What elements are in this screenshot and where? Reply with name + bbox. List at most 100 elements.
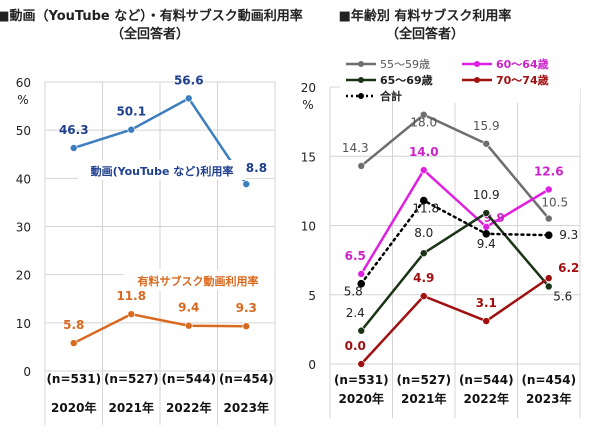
data-point (357, 270, 366, 278)
data-label: 56.6 (174, 73, 204, 87)
data-label: 11.8 (412, 202, 439, 216)
x-tick-label: 2022年 (464, 391, 509, 406)
data-point (482, 139, 491, 148)
sample-size-label: (n=454) (521, 373, 576, 387)
data-point (242, 180, 251, 188)
data-point (544, 282, 553, 291)
legend-bg (340, 55, 580, 103)
x-tick-label: 2022年 (166, 400, 211, 415)
data-label: 10.5 (541, 196, 568, 210)
series-name-label: 有料サブスク動画利用率 (138, 274, 259, 288)
data-label: 11.8 (116, 289, 146, 303)
chart-title: ■年齢別 有料サブスク利用率 (339, 8, 512, 24)
data-point (357, 279, 366, 288)
sample-size-label: (n=531) (46, 372, 101, 386)
sample-size-label: (n=454) (219, 372, 274, 386)
series-line (72, 312, 248, 345)
data-label: 2.4 (346, 306, 365, 320)
legend-label: 合計 (380, 89, 402, 103)
data-point (419, 166, 428, 174)
sample-size-label: (n=527) (396, 373, 451, 387)
data-label: 6.5 (345, 249, 366, 263)
data-point (357, 162, 366, 170)
legend-label: 60～64歳 (496, 57, 549, 71)
x-tick-label: 2021年 (109, 400, 154, 415)
data-label: 9.3 (236, 301, 257, 315)
chart-subtitle: （全回答者） (111, 26, 189, 42)
x-tick-label: 2020年 (339, 391, 384, 406)
data-point (419, 292, 428, 300)
data-label: 18.0 (410, 116, 437, 130)
data-point (419, 196, 428, 205)
data-point (544, 185, 553, 194)
data-point (482, 209, 491, 217)
y-axis-unit: % (302, 98, 313, 112)
series-line (72, 96, 248, 186)
data-label: 9.3 (559, 228, 578, 242)
data-point (419, 110, 428, 119)
x-tick-label: 2021年 (401, 391, 446, 406)
data-point (419, 249, 428, 257)
legend-marker (474, 61, 480, 67)
sample-size-label: (n=527) (104, 372, 159, 386)
data-point (544, 231, 553, 239)
series-line (360, 276, 550, 366)
series-line (360, 211, 550, 333)
data-label: 12.6 (534, 164, 564, 178)
data-point (482, 317, 491, 325)
series-name-label: 動画(YouTube など)利用率 (91, 164, 234, 178)
data-point (184, 321, 193, 330)
series-line (360, 113, 550, 220)
data-label: 5.6 (553, 289, 572, 303)
sample-size-label: (n=544) (459, 373, 514, 387)
data-point (184, 94, 193, 103)
data-point (69, 144, 78, 152)
legend-marker (474, 77, 480, 83)
data-label: 46.3 (59, 123, 89, 137)
x-tick-label: 2020年 (51, 400, 96, 415)
data-label: 10.9 (473, 188, 500, 202)
series-line (360, 198, 550, 285)
y-tick-label: 20 (301, 81, 316, 95)
data-label: 8.0 (414, 226, 433, 240)
sample-size-label: (n=544) (161, 372, 216, 386)
data-label: 6.2 (558, 261, 579, 275)
chart-subtitle: （全回答者） (386, 26, 464, 42)
data-point (544, 274, 553, 282)
data-point (242, 322, 251, 331)
data-label: 9.4 (477, 237, 496, 251)
data-point (357, 326, 366, 335)
y-tick-label: 40 (16, 172, 31, 186)
y-tick-label: 0 (23, 365, 31, 379)
y-tick-label: 60 (16, 76, 31, 90)
data-label: 5.8 (344, 285, 363, 299)
sample-size-label: (n=531) (334, 373, 389, 387)
series-label-bg (78, 160, 246, 180)
series-label-bg (124, 270, 274, 290)
y-tick-label: 20 (16, 269, 31, 283)
y-tick-label: 5 (308, 289, 316, 303)
series-line (360, 168, 550, 276)
legend-marker (358, 61, 364, 67)
legend-label: 55～59歳 (380, 58, 430, 71)
data-point (544, 214, 553, 223)
data-point (482, 230, 491, 238)
data-point (69, 339, 78, 347)
legend-marker (358, 93, 364, 99)
y-tick-label: 10 (16, 317, 31, 331)
legend-marker (358, 77, 364, 83)
data-label: 14.3 (342, 141, 369, 155)
legend-label: 65～69歳 (380, 73, 433, 87)
y-tick-label: 15 (301, 150, 316, 164)
chart-title: ■動画（YouTube など）・有料サブスク動画利用率 (0, 8, 303, 24)
y-tick-label: 10 (301, 220, 316, 234)
data-label: 3.1 (476, 296, 497, 310)
data-label: 15.9 (473, 119, 500, 133)
data-label: 14.0 (409, 145, 439, 159)
y-axis-unit: % (17, 93, 28, 107)
y-tick-label: 0 (308, 358, 316, 372)
x-tick-label: 2023年 (224, 400, 269, 415)
legend-label: 70～74歳 (496, 73, 549, 87)
data-label: 9.4 (178, 301, 199, 315)
x-tick-label: 2023年 (526, 391, 571, 406)
